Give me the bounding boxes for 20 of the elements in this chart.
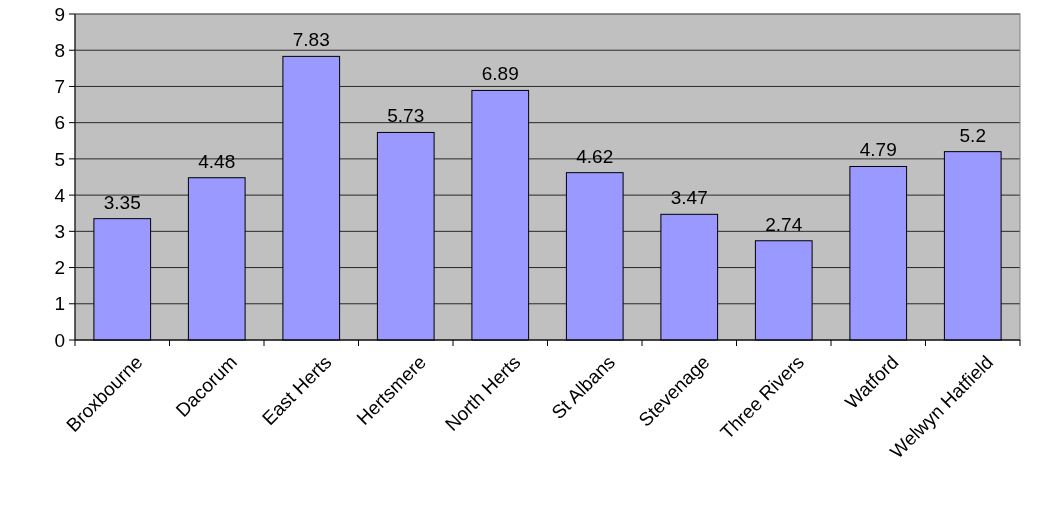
data-label: 3.47 [670,187,708,209]
y-tick-label: 6 [54,112,65,134]
y-tick-label: 5 [54,148,65,170]
data-label: 4.62 [576,145,614,167]
data-label: 5.73 [387,105,425,127]
data-label: 4.79 [859,139,897,161]
y-tick-label: 2 [54,257,65,279]
y-tick-label: 4 [54,184,66,206]
y-tick-label: 3 [54,220,65,242]
data-label: 5.2 [959,124,986,146]
data-label: 4.48 [198,150,236,172]
y-tick-label: 9 [54,3,65,25]
y-tick-label: 8 [54,39,65,61]
data-label: 3.35 [103,191,141,213]
y-tick-label: 1 [54,293,65,315]
y-tick-label: 0 [54,329,65,351]
data-label: 2.74 [765,213,803,235]
data-label: 6.89 [481,63,519,85]
data-label: 7.83 [292,29,330,51]
y-tick-label: 7 [54,76,65,98]
